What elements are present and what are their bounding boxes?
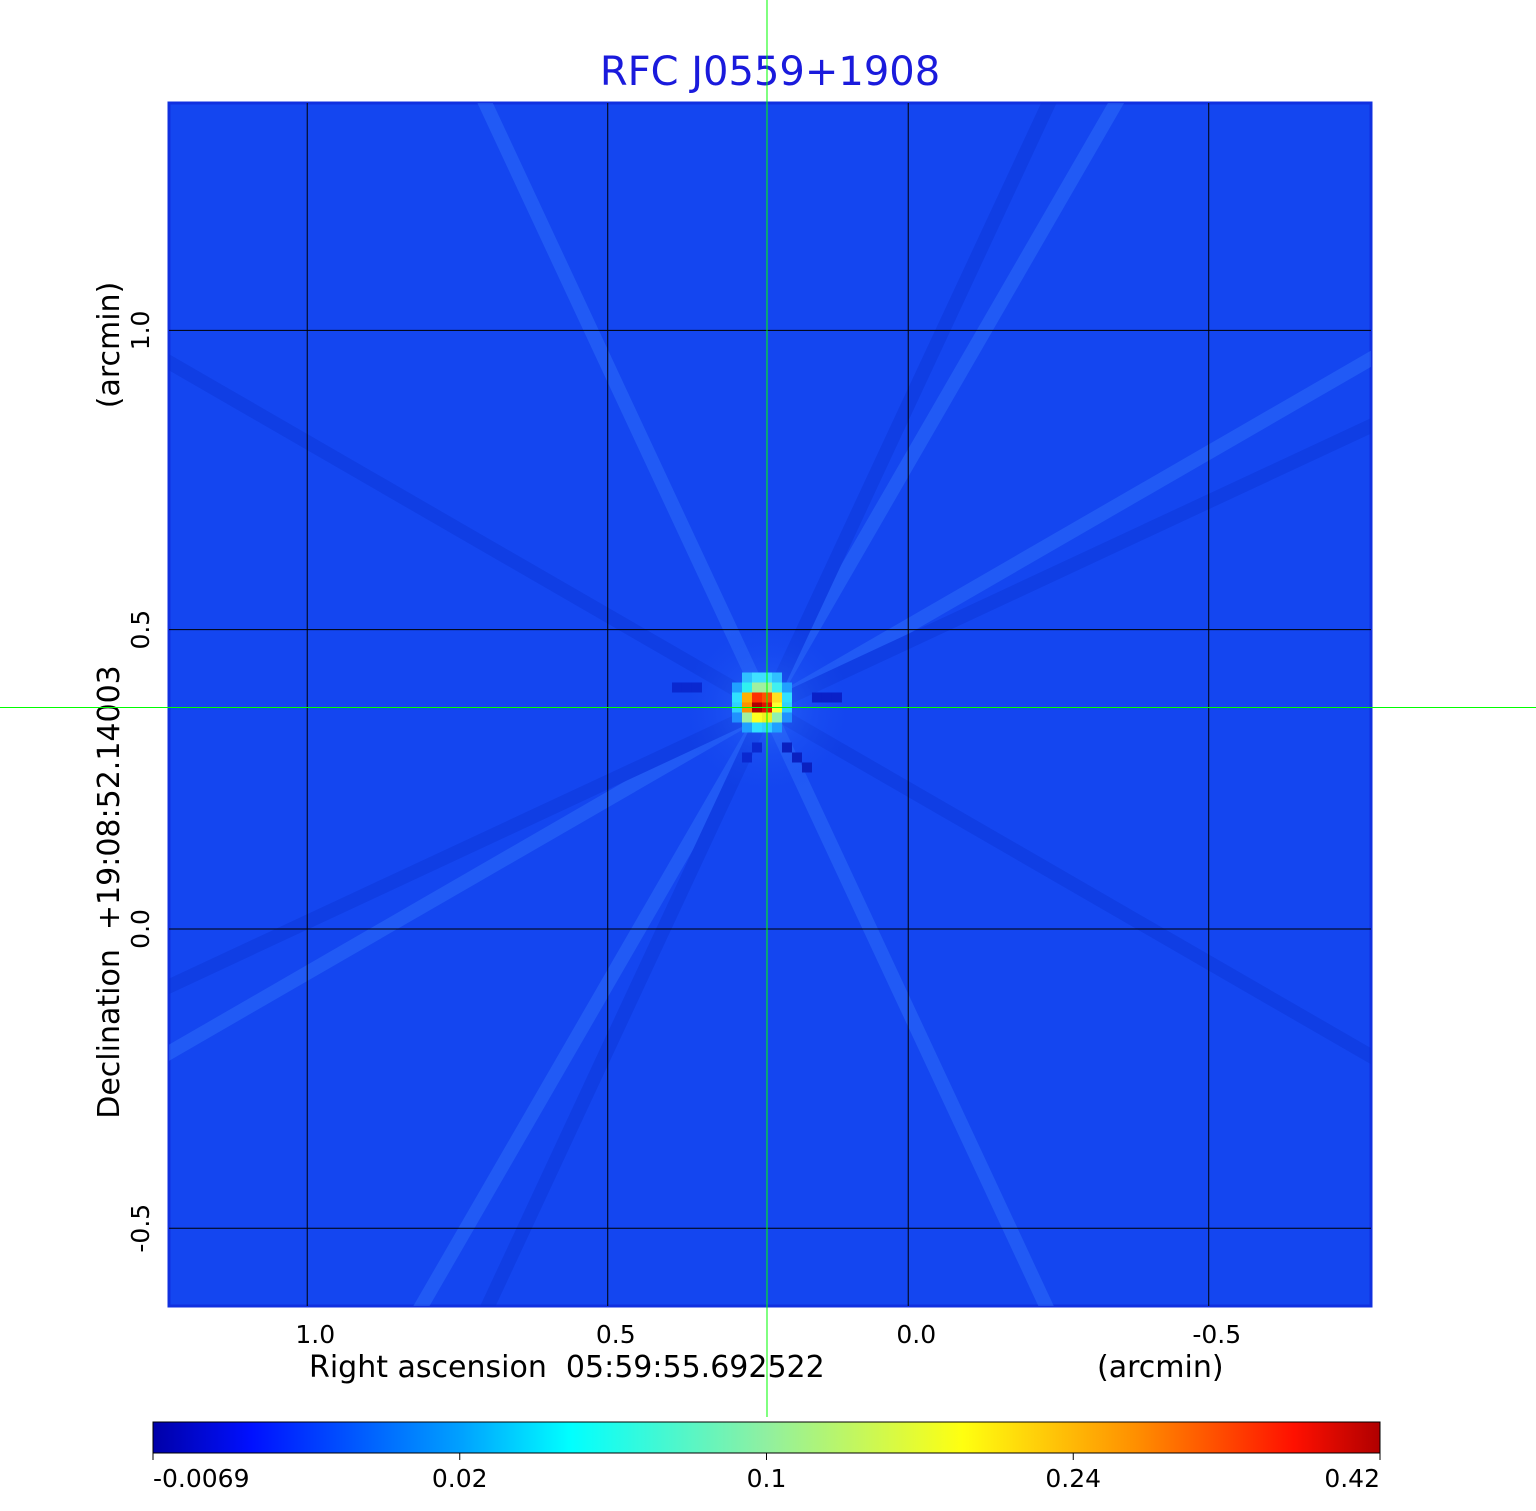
y-tick-label: 1.0: [126, 311, 155, 351]
colorbar-tick-label: 0.02: [432, 1464, 488, 1493]
source-pixel: [741, 672, 752, 683]
source-pixel: [821, 692, 832, 703]
source-pixel: [781, 682, 792, 693]
source-pixel: [831, 692, 842, 703]
source-pixel: [751, 722, 762, 733]
source-pixel: [741, 752, 752, 763]
y-tick-label: -0.5: [126, 1204, 155, 1253]
source-pixel: [751, 672, 762, 683]
source-pixel: [741, 682, 752, 693]
source-pixel: [771, 692, 782, 703]
colorbar-tick-label: 0.1: [747, 1464, 787, 1493]
source-pixel: [741, 692, 752, 703]
x-tick-label: 0.0: [896, 1320, 936, 1349]
crosshair: [0, 0, 1536, 1417]
y-tick-label: 0.0: [126, 909, 155, 949]
source-pixel: [691, 682, 702, 693]
coordinate-grid: [169, 103, 1371, 1306]
colorbar-tick-label: -0.0069: [153, 1464, 250, 1493]
source-pixel: [751, 692, 762, 703]
source-pixel: [731, 692, 742, 703]
y-axis-unit: (arcmin): [92, 282, 127, 409]
source-pixel: [741, 722, 752, 733]
x-tick-label: 1.0: [295, 1320, 335, 1349]
colorbar-tick-label: 0.42: [1324, 1464, 1380, 1493]
colorbar-gradient: [152, 1421, 1381, 1454]
x-axis-unit: (arcmin): [1097, 1350, 1224, 1385]
source-pixel: [731, 712, 742, 723]
source-pixel: [681, 682, 692, 693]
source-pixel: [771, 672, 782, 683]
source-pixel: [801, 762, 812, 773]
source-pixel: [741, 712, 752, 723]
y-tick-labels: 1.0 0.5 0.0 -0.5: [126, 311, 155, 1253]
x-tick-labels: 1.0 0.5 0.0 -0.5: [295, 1320, 1241, 1349]
y-axis-label: Declination +19:08:52.14003: [92, 665, 127, 1119]
source-pixel: [771, 722, 782, 733]
source-pixel: [781, 712, 792, 723]
chart-title: RFC J0559+1908: [600, 49, 940, 95]
x-tick-label: 0.5: [596, 1320, 636, 1349]
source-pixel: [751, 682, 762, 693]
colorbar-tick-label: 0.24: [1045, 1464, 1101, 1493]
source-pixel: [751, 712, 762, 723]
source-pixel: [781, 742, 792, 753]
source-pixel: [781, 692, 792, 703]
y-tick-label: 0.5: [126, 610, 155, 650]
source-pixel: [731, 682, 742, 693]
source-pixel: [771, 712, 782, 723]
source-pixel: [811, 692, 822, 703]
x-tick-label: -0.5: [1192, 1320, 1241, 1349]
source-pixel: [671, 682, 682, 693]
source-pixel: [771, 682, 782, 693]
x-axis-label: Right ascension 05:59:55.692522: [309, 1350, 825, 1385]
source-pixel: [791, 752, 802, 763]
source-pixel: [751, 742, 762, 753]
colorbar: -0.0069 0.02 0.1 0.24 0.42: [152, 1421, 1381, 1493]
